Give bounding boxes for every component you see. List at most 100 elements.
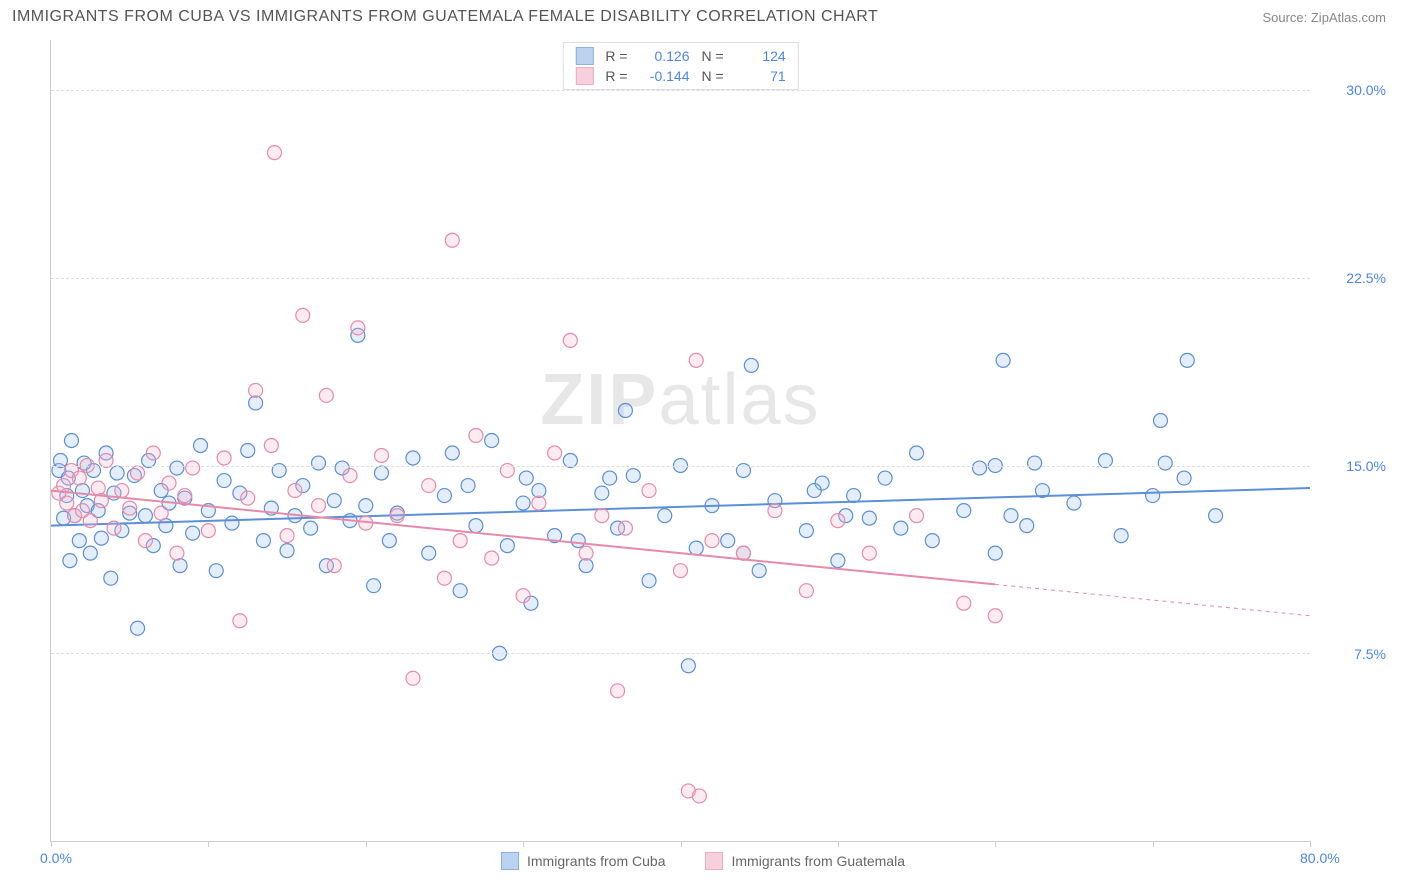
guatemala-point xyxy=(83,514,97,528)
guatemala-point xyxy=(72,471,86,485)
cuba-point xyxy=(241,444,255,458)
cuba-point xyxy=(422,546,436,560)
cuba-point xyxy=(367,579,381,593)
correlation-legend-row: R =-0.144N =71 xyxy=(575,67,785,85)
plot-area: ZIPatlas R =0.126N =124R =-0.144N =71 xyxy=(50,40,1310,842)
cuba-point xyxy=(579,559,593,573)
x-tick xyxy=(1153,841,1154,847)
cuba-point xyxy=(681,659,695,673)
cuba-point xyxy=(1180,353,1194,367)
guatemala-point xyxy=(201,524,215,538)
cuba-point xyxy=(862,511,876,525)
guatemala-point xyxy=(374,449,388,463)
cuba-point xyxy=(626,469,640,483)
guatemala-point xyxy=(485,551,499,565)
guatemala-point xyxy=(107,521,121,535)
r-label: R = xyxy=(605,48,627,64)
guatemala-point xyxy=(264,439,278,453)
gridline xyxy=(51,466,1310,467)
x-tick-label: 0.0% xyxy=(40,850,72,866)
cuba-point xyxy=(618,403,632,417)
cuba-point xyxy=(209,564,223,578)
cuba-point xyxy=(1158,456,1172,470)
cuba-point xyxy=(327,494,341,508)
cuba-point xyxy=(94,531,108,545)
r-label: R = xyxy=(605,68,627,84)
guatemala-swatch-icon xyxy=(705,852,723,870)
guatemala-point xyxy=(296,308,310,322)
guatemala-point xyxy=(768,504,782,518)
legend-item-cuba: Immigrants from Cuba xyxy=(501,852,665,870)
plot-svg xyxy=(51,40,1310,841)
guatemala-point xyxy=(241,491,255,505)
guatemala-point xyxy=(445,233,459,247)
cuba-point xyxy=(75,484,89,498)
guatemala-point xyxy=(611,684,625,698)
cuba-point xyxy=(64,434,78,448)
guatemala-point xyxy=(453,534,467,548)
cuba-point xyxy=(72,534,86,548)
cuba-point xyxy=(186,526,200,540)
cuba-point xyxy=(1153,413,1167,427)
guatemala-point xyxy=(178,489,192,503)
cuba-point xyxy=(173,559,187,573)
guatemala-point xyxy=(351,321,365,335)
guatemala-point xyxy=(327,559,341,573)
cuba-point xyxy=(807,484,821,498)
guatemala-point xyxy=(267,146,281,160)
guatemala-point xyxy=(154,506,168,520)
cuba-point xyxy=(847,489,861,503)
cuba-point xyxy=(1067,496,1081,510)
cuba-point xyxy=(63,554,77,568)
cuba-point xyxy=(642,574,656,588)
cuba-point xyxy=(894,521,908,535)
guatemala-point xyxy=(319,388,333,402)
cuba-point xyxy=(217,474,231,488)
cuba-point xyxy=(1114,529,1128,543)
y-tick-label: 22.5% xyxy=(1346,270,1386,286)
guatemala-point xyxy=(910,509,924,523)
cuba-point xyxy=(359,499,373,513)
x-tick xyxy=(681,841,682,847)
guatemala-point xyxy=(138,534,152,548)
cuba-point xyxy=(519,471,533,485)
guatemala-point xyxy=(595,509,609,523)
x-tick xyxy=(51,841,52,847)
cuba-point xyxy=(752,564,766,578)
cuba-swatch-icon xyxy=(501,852,519,870)
cuba-point xyxy=(973,461,987,475)
guatemala-point xyxy=(689,353,703,367)
cuba-point xyxy=(831,554,845,568)
guatemala-point xyxy=(186,461,200,475)
guatemala-point xyxy=(249,383,263,397)
guatemala-point xyxy=(233,614,247,628)
guatemala-point xyxy=(312,499,326,513)
gridline xyxy=(51,90,1310,91)
guatemala-point xyxy=(437,571,451,585)
cuba-point xyxy=(110,466,124,480)
cuba-swatch-icon xyxy=(575,47,593,65)
cuba-point xyxy=(910,446,924,460)
guatemala-trendline-dashed xyxy=(995,584,1310,615)
guatemala-point xyxy=(170,546,184,560)
guatemala-point xyxy=(115,484,129,498)
guatemala-point xyxy=(548,446,562,460)
cuba-point xyxy=(1004,509,1018,523)
guatemala-point xyxy=(123,501,137,515)
cuba-point xyxy=(925,534,939,548)
x-tick xyxy=(838,841,839,847)
x-tick xyxy=(366,841,367,847)
cuba-point xyxy=(744,358,758,372)
cuba-point xyxy=(138,509,152,523)
guatemala-point xyxy=(217,451,231,465)
guatemala-point xyxy=(91,481,105,495)
guatemala-point xyxy=(390,509,404,523)
guatemala-point xyxy=(957,596,971,610)
cuba-point xyxy=(469,519,483,533)
r-value: 0.126 xyxy=(640,48,690,64)
cuba-point xyxy=(249,396,263,410)
cuba-point xyxy=(485,434,499,448)
guatemala-point xyxy=(146,446,160,460)
cuba-point xyxy=(595,486,609,500)
cuba-point xyxy=(374,466,388,480)
